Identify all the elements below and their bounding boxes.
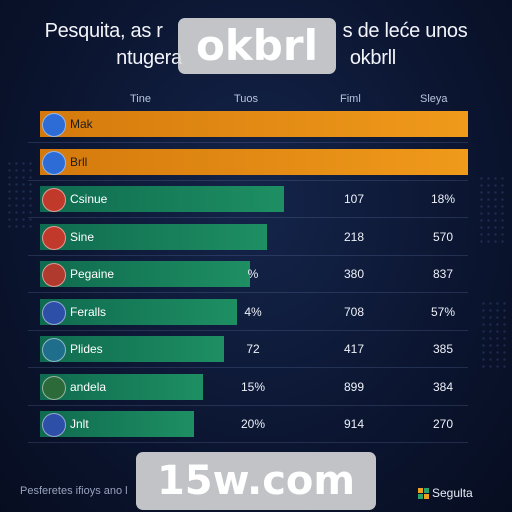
table-cell-c3: 107 (343, 192, 365, 206)
emblem-icon (42, 188, 66, 212)
bar-mark (40, 186, 284, 212)
column-header-4: Sleya (420, 93, 448, 105)
bar-mark (40, 261, 250, 287)
table-cell-c3: 380 (343, 267, 365, 281)
table-cell-c4: 270 (432, 417, 454, 431)
row-divider (28, 405, 468, 406)
emblem-icon (42, 151, 66, 175)
table-cell-c2: 4% (244, 305, 262, 319)
bar-category-label: Pegaine (70, 267, 115, 281)
emblem-icon (42, 413, 66, 437)
footer-brand: Segulta (418, 486, 473, 500)
table-cell-c2: 15% (240, 380, 266, 394)
bar-mark (40, 299, 237, 325)
bar-category-label: Plides (70, 342, 103, 356)
bar-category-label: Mak (70, 117, 93, 131)
bar-category-label: andela (70, 380, 107, 394)
row-divider (28, 442, 468, 443)
bar-mark (40, 336, 224, 362)
table-cell-c3: 899 (343, 380, 365, 394)
emblem-icon (42, 226, 66, 250)
emblem-icon (42, 301, 66, 325)
row-divider (28, 180, 468, 181)
table-cell-c3: 218 (343, 230, 365, 244)
row-divider (28, 142, 468, 143)
emblem-icon (42, 376, 66, 400)
table-cell-c4: 57% (430, 305, 456, 319)
table-cell-c4: 384 (432, 380, 454, 394)
column-header-1: Tine (130, 93, 151, 105)
bar-mark (40, 111, 468, 137)
table-cell-c4: 18% (430, 192, 456, 206)
footer-brand-label: Segulta (432, 486, 473, 500)
footer-note: Pesferetes ifioys ano l (20, 485, 128, 497)
bar-mark (40, 374, 203, 400)
chart-title-part: ntugera (116, 47, 182, 69)
emblem-icon (42, 263, 66, 287)
bar-mark (40, 224, 267, 250)
row-divider (28, 367, 468, 368)
table-cell-c2: 72 (246, 342, 260, 356)
chart-title-line-2: ntugera okbrll (0, 47, 512, 70)
decorative-dots (478, 175, 506, 245)
table-cell-c3: 914 (343, 417, 365, 431)
decorative-dots (6, 160, 34, 230)
row-divider (28, 330, 468, 331)
table-cell-c3: 417 (343, 342, 365, 356)
row-divider (28, 217, 468, 218)
table-cell-c3: 708 (343, 305, 365, 319)
bar-category-label: Feralls (70, 305, 107, 319)
watermark-top: okbrl (178, 18, 336, 74)
chart-title-part: Pesquita, as r (44, 20, 163, 42)
decorative-dots (480, 300, 508, 370)
bar-category-label: Brll (70, 155, 88, 169)
bar-mark (40, 149, 468, 175)
chart-title-part: okbrll (349, 47, 396, 69)
bar-category-label: Jnlt (70, 417, 89, 431)
table-cell-c4: 837 (432, 267, 454, 281)
chart-title-part: s de leće unos (342, 20, 468, 42)
column-header-3: Fiml (340, 93, 361, 105)
emblem-icon (42, 113, 66, 137)
chart-title-line-1: Pesquita, as r s de leće unos (0, 20, 512, 43)
table-cell-c4: 385 (432, 342, 454, 356)
bar-category-label: Sine (70, 230, 95, 244)
table-cell-c2: 20% (240, 417, 266, 431)
column-header-2: Tuos (234, 93, 259, 105)
brand-logo-icon (418, 487, 429, 499)
row-divider (28, 292, 468, 293)
emblem-icon (42, 338, 66, 362)
watermark-bottom: 15w.com (136, 452, 376, 510)
table-cell-c2: % (247, 267, 259, 281)
table-cell-c4: 570 (432, 230, 454, 244)
row-divider (28, 255, 468, 256)
bar-category-label: Csinue (70, 192, 108, 206)
